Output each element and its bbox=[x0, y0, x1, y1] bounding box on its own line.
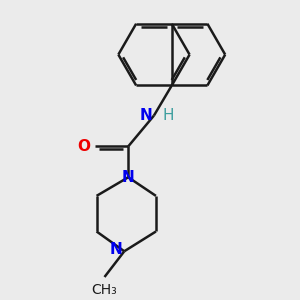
Text: N: N bbox=[139, 108, 152, 123]
Text: CH₃: CH₃ bbox=[92, 283, 117, 297]
Text: H: H bbox=[163, 108, 174, 123]
Text: O: O bbox=[77, 139, 90, 154]
Text: N: N bbox=[110, 242, 122, 257]
Text: N: N bbox=[122, 170, 135, 185]
